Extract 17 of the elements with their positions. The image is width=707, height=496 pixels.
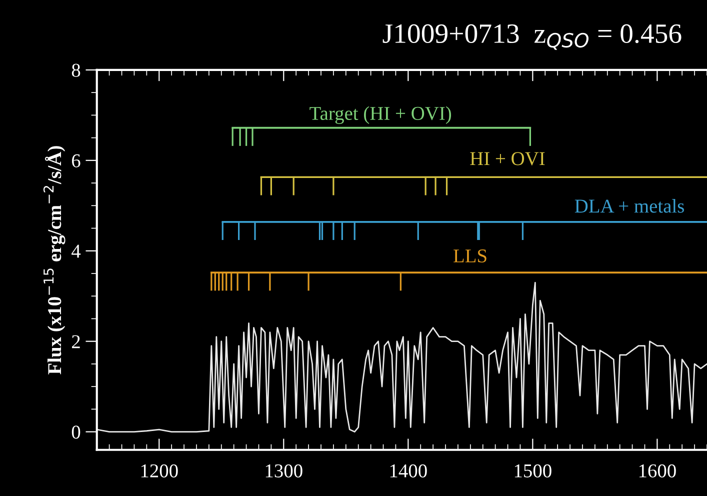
series-label: Target (HI + OVI) [310,106,452,124]
y-tick-label: 8 [72,64,80,77]
x-tick-label: 1200 [141,464,178,478]
line-series [96,282,707,432]
y-tick-label: 2 [72,335,80,348]
x-tick-label: 1500 [514,464,552,478]
y-tick-label: 0 [72,426,80,439]
x-tick-label: 1600 [639,464,676,478]
y-tick-label: 6 [72,154,80,168]
y-axis-title: Flux (x10$^{−15}$ erg/cm$^{−2}$/s/Å) [43,146,66,374]
y-tick-label: 4 [72,244,81,258]
x-tick-label: 1300 [266,464,302,478]
series-label: DLA + metals [574,199,684,213]
chart-title: J1009+0713 z$_{QSO}$ = 0.456 [382,24,682,50]
series-label: LLS [454,249,486,262]
series-label: HI + OVI [470,152,545,166]
x-tick-label: 1400 [390,464,427,478]
